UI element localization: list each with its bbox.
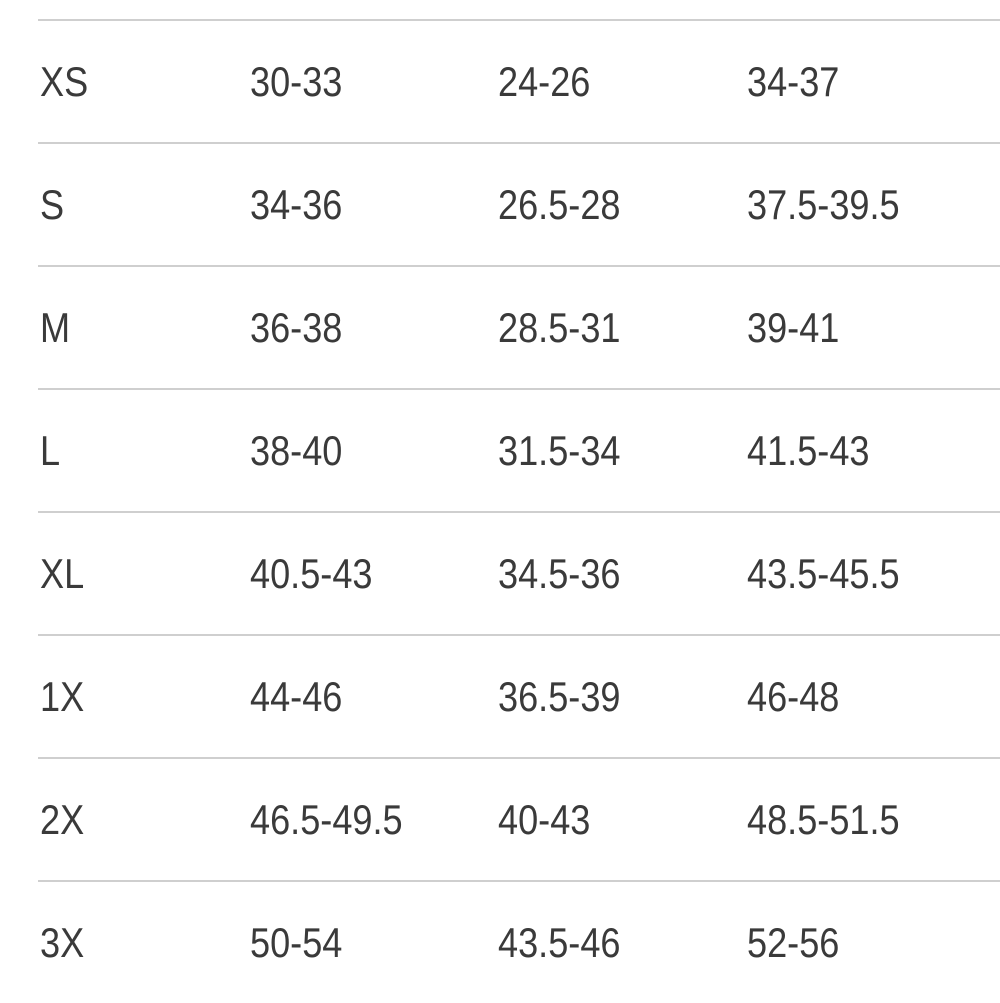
measurement-cell: 28.5-31: [498, 304, 621, 351]
measurement-cell: 30-33: [250, 58, 343, 105]
measurement-cell: 31.5-34: [498, 427, 621, 474]
table-row: M 36-38 28.5-31 39-41: [38, 265, 1000, 388]
measurement-cell: 40.5-43: [250, 550, 373, 597]
size-label: S: [40, 181, 65, 228]
measurement-cell: 34-36: [250, 181, 343, 228]
measurement-cell: 40-43: [498, 796, 591, 843]
measurement-cell: 43.5-46: [498, 919, 621, 966]
measurement-cell: 50-54: [250, 919, 343, 966]
table-row: XL 40.5-43 34.5-36 43.5-45.5: [38, 511, 1000, 634]
measurement-cell: 41.5-43: [747, 427, 870, 474]
measurement-cell: 48.5-51.5: [747, 796, 900, 843]
measurement-cell: 44-46: [250, 673, 343, 720]
measurement-cell: 36-38: [250, 304, 343, 351]
size-label: 3X: [40, 919, 85, 966]
measurement-cell: 38-40: [250, 427, 343, 474]
table-row: 3X 50-54 43.5-46 52-56: [38, 880, 1000, 1003]
table-row: L 38-40 31.5-34 41.5-43: [38, 388, 1000, 511]
size-label: L: [40, 427, 61, 474]
measurement-cell: 43.5-45.5: [747, 550, 900, 597]
size-label: XS: [40, 58, 89, 105]
measurement-cell: 36.5-39: [498, 673, 621, 720]
measurement-cell: 34.5-36: [498, 550, 621, 597]
measurement-cell: 24-26: [498, 58, 591, 105]
size-label: XL: [40, 550, 85, 597]
measurement-cell: 46.5-49.5: [250, 796, 403, 843]
measurement-cell: 46-48: [747, 673, 840, 720]
size-label: 1X: [40, 673, 85, 720]
table-row: 2X 46.5-49.5 40-43 48.5-51.5: [38, 757, 1000, 880]
table-row: 1X 44-46 36.5-39 46-48: [38, 634, 1000, 757]
measurement-cell: 37.5-39.5: [747, 181, 900, 228]
size-chart-table: XS 30-33 24-26 34-37 S 34-36 26.5-28 37.5-39.5 M…: [38, 19, 1000, 1003]
measurement-cell: 26.5-28: [498, 181, 621, 228]
measurement-cell: 34-37: [747, 58, 840, 105]
measurement-cell: 52-56: [747, 919, 840, 966]
table-row: S 34-36 26.5-28 37.5-39.5: [38, 142, 1000, 265]
measurement-cell: 39-41: [747, 304, 840, 351]
size-label: M: [40, 304, 71, 351]
size-label: 2X: [40, 796, 85, 843]
table-row: XS 30-33 24-26 34-37: [38, 19, 1000, 142]
